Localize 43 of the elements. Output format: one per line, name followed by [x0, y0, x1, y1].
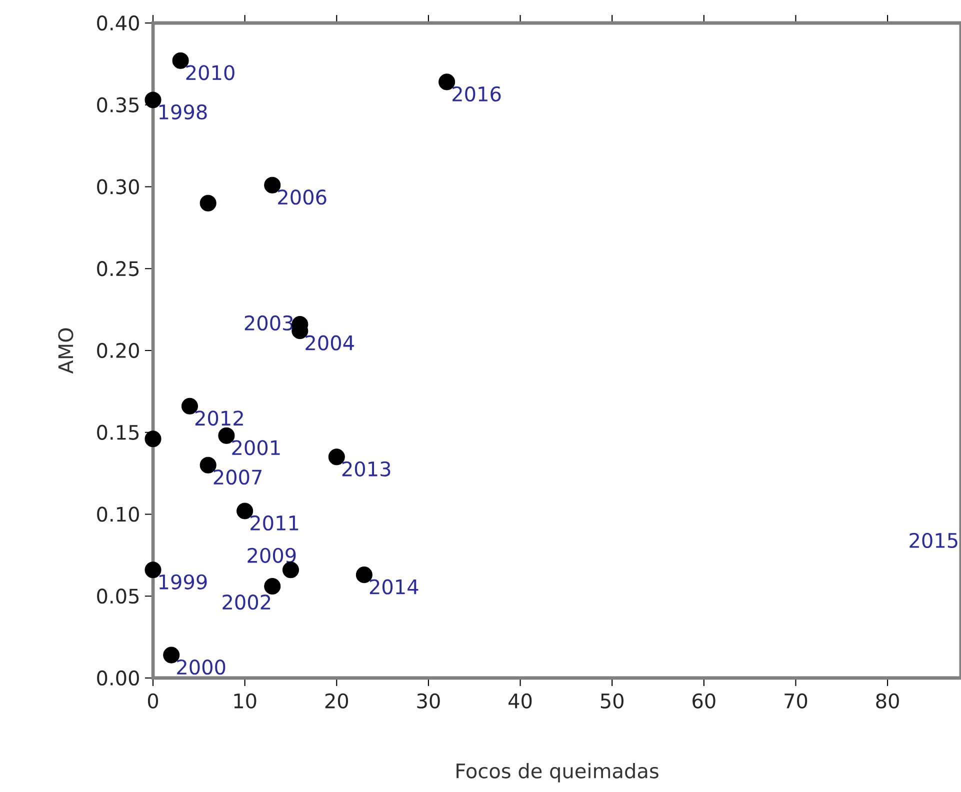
y-tick-label: 0.40 [97, 15, 139, 31]
point [264, 578, 281, 595]
y-tick-label: 0.00 [97, 670, 139, 686]
y-tick-label: 0.10 [97, 506, 139, 522]
annotation: 2004 [306, 335, 354, 350]
point [282, 562, 299, 578]
annotation: 2003 [244, 315, 293, 331]
annotation: 2012 [195, 410, 243, 426]
point [144, 430, 162, 448]
annotation: 1998 [159, 104, 207, 120]
annotation: 2011 [250, 515, 298, 531]
annotation: 2016 [452, 86, 501, 102]
y-tick-label: 0.30 [97, 179, 139, 194]
annotation: 2009 [248, 548, 296, 563]
x-tick-label: 40 [508, 693, 532, 708]
y-axis-title: AMO [58, 328, 74, 374]
annotation: 2014 [370, 579, 418, 594]
x-tick-label: 50 [600, 693, 624, 708]
annotation: 2000 [177, 659, 226, 675]
y-tick-label: 0.35 [97, 97, 139, 112]
x-tick-label: 30 [417, 693, 440, 708]
point [144, 562, 162, 578]
annotation: 2015 [910, 532, 958, 548]
y-tick-label: 0.20 [97, 342, 139, 358]
x-tick-label: 20 [325, 693, 348, 708]
annotation: 1999 [159, 574, 207, 590]
y-tick-label: 0.15 [97, 424, 139, 440]
annotation: 2002 [222, 594, 270, 610]
point [144, 92, 162, 108]
annotation: 2006 [278, 190, 326, 205]
x-tick-label: 80 [876, 693, 899, 708]
y-tick-label: 0.25 [97, 261, 139, 276]
x-tick-label: 0 [148, 693, 158, 708]
annotation: 2007 [214, 470, 262, 485]
x-tick-label: 70 [784, 693, 808, 708]
x-tick-label: 10 [234, 693, 256, 708]
annotation: 2001 [232, 440, 280, 456]
x-axis-title: Focos de queimadas [456, 762, 658, 782]
y-tick-label: 0.05 [97, 588, 139, 604]
x-tick-label: 60 [692, 693, 716, 708]
point [200, 194, 216, 212]
annotation: 2013 [342, 461, 390, 476]
annotation: 2010 [186, 65, 234, 80]
